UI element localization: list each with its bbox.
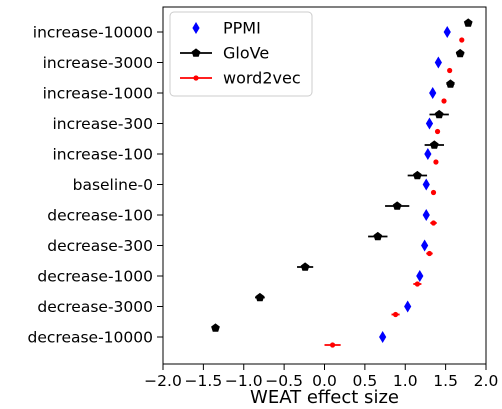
legend-label-glove: GloVe <box>223 44 269 63</box>
data-marks <box>211 18 473 348</box>
x-axis: −2.0 −1.5 −1.0 −0.5 0.0 0.5 1.0 1.5 2.0 <box>144 364 498 390</box>
point-ppmi <box>429 87 437 99</box>
legend-box <box>169 11 313 97</box>
y-tick-label: decrease-100 <box>47 207 153 225</box>
legend-marker-glove <box>191 48 201 57</box>
x-tick-label: 1.0 <box>393 372 418 390</box>
point-ppmi <box>379 331 387 343</box>
point-word2vec <box>447 67 453 74</box>
point-word2vec <box>459 37 465 43</box>
point-word2vec <box>441 98 447 104</box>
point-ppmi <box>443 26 451 38</box>
legend-label-ppmi: PPMI <box>223 19 261 38</box>
x-tick-label: −0.5 <box>265 372 303 390</box>
y-tick-label: decrease-300 <box>47 237 153 255</box>
x-tick-label: −1.5 <box>185 372 223 390</box>
point-word2vec <box>430 220 437 226</box>
series-word2vec <box>324 37 465 348</box>
point-ppmi <box>425 117 434 130</box>
point-glove <box>446 79 455 88</box>
x-tick-label: 1.5 <box>433 372 458 390</box>
y-tick-label: increase-10000 <box>33 24 153 42</box>
point-word2vec <box>329 342 336 348</box>
series-glove <box>211 18 473 332</box>
y-tick-label: decrease-10000 <box>28 329 153 347</box>
point-word2vec <box>433 159 439 165</box>
point-ppmi <box>422 209 430 221</box>
point-ppmi <box>404 300 412 313</box>
x-tick-label: 0.5 <box>353 372 378 390</box>
y-tick-label: decrease-3000 <box>37 298 153 316</box>
point-glove <box>392 201 402 210</box>
point-glove <box>300 262 310 271</box>
y-axis: increase-10000 increase-3000 increase-1000… <box>28 24 163 347</box>
point-glove <box>429 140 439 149</box>
legend-marker-ppmi <box>192 22 200 34</box>
point-ppmi <box>434 56 442 69</box>
point-ppmi <box>422 178 430 191</box>
y-tick-label: decrease-1000 <box>37 268 153 286</box>
point-glove <box>463 18 473 27</box>
series-ppmi <box>379 26 451 343</box>
point-ppmi <box>421 239 429 252</box>
point-glove <box>434 109 444 119</box>
point-glove <box>211 323 220 332</box>
legend: PPMI GloVe word2vec <box>169 11 313 97</box>
x-tick-label: 2.0 <box>474 372 499 390</box>
x-tick-label: −2.0 <box>144 372 182 390</box>
point-ppmi <box>416 270 424 282</box>
point-word2vec <box>434 128 441 135</box>
x-tick-label: −1.0 <box>225 372 263 390</box>
point-glove <box>412 170 422 180</box>
legend-marker-word2vec <box>193 75 199 81</box>
y-tick-label: increase-3000 <box>43 54 153 72</box>
y-tick-label: increase-100 <box>52 146 153 164</box>
point-glove <box>373 231 383 241</box>
x-axis-title: WEAT effect size <box>250 387 399 408</box>
y-tick-label: increase-1000 <box>43 85 153 103</box>
point-word2vec <box>414 281 420 287</box>
point-word2vec <box>430 189 437 196</box>
point-glove <box>455 48 465 58</box>
point-word2vec <box>426 250 433 257</box>
y-tick-label: baseline-0 <box>73 176 153 194</box>
y-tick-label: increase-300 <box>52 115 153 133</box>
point-glove <box>255 292 265 302</box>
point-word2vec <box>392 311 399 318</box>
point-ppmi <box>424 148 432 160</box>
x-tick-label: 0.0 <box>312 372 337 390</box>
legend-label-word2vec: word2vec <box>223 69 301 88</box>
